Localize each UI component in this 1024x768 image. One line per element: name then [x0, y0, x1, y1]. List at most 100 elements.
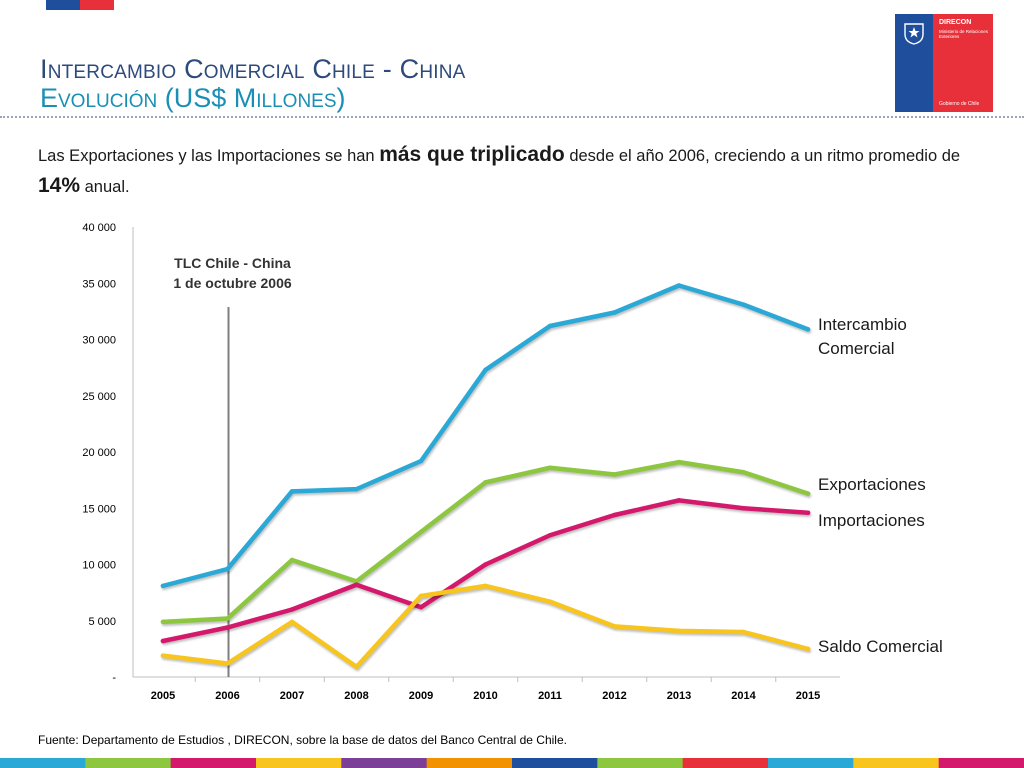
data-point-importaciones — [676, 498, 682, 503]
data-point-exportaciones — [741, 469, 746, 475]
data-point-exportaciones — [289, 557, 295, 563]
logo-government: Gobierno de Chile — [939, 101, 980, 107]
series-line-intercambio — [160, 283, 811, 589]
tlc-annotation-text: 1 de octubre 2006 — [173, 275, 291, 291]
data-point-saldo — [354, 664, 359, 670]
y-tick-label: 35 000 — [82, 278, 116, 290]
data-point-saldo — [418, 593, 424, 599]
y-tick-label: 25 000 — [82, 391, 116, 403]
data-point-exportaciones — [483, 480, 488, 485]
series-line-exportaciones — [160, 459, 811, 625]
page-title: Intercambio Comercial Chile - China — [40, 54, 466, 84]
x-tick-label: 2006 — [215, 690, 239, 702]
y-tick-label: 5 000 — [88, 616, 116, 628]
series-line-saldo — [160, 583, 811, 670]
intro-text: Las Exportaciones y las Importaciones se… — [38, 140, 978, 202]
data-point-intercambio — [805, 327, 811, 332]
title-block: Intercambio Comercial Chile - China Evol… — [40, 56, 466, 112]
x-tick-label: 2005 — [151, 690, 175, 702]
data-point-intercambio — [160, 583, 166, 589]
data-point-importaciones — [612, 512, 617, 518]
data-point-saldo — [547, 599, 553, 604]
y-tick-label: - — [112, 672, 116, 684]
series-line-importaciones — [160, 498, 811, 644]
data-point-saldo — [289, 619, 295, 625]
data-point-importaciones — [289, 607, 295, 612]
bottom-bar-segment — [85, 758, 172, 768]
coat-of-arms-icon — [904, 23, 924, 45]
series-label-importaciones: Importaciones — [818, 511, 925, 530]
series-label-intercambio: Comercial — [818, 339, 895, 358]
tlc-annotation-text: TLC Chile - China — [174, 255, 291, 271]
x-tick-label: 2007 — [280, 690, 304, 702]
data-point-exportaciones — [612, 472, 617, 477]
intro-part1: Las Exportaciones y las Importaciones se… — [38, 147, 380, 165]
bottom-bar-segment — [682, 758, 769, 768]
data-point-importaciones — [483, 562, 488, 567]
line-chart: - 5 000 10 000 15 000 20 000 25 000 30 000 35 0… — [82, 222, 943, 702]
bottom-bar-segment — [768, 758, 855, 768]
data-point-saldo — [160, 653, 166, 658]
bottom-bar-segment — [597, 758, 684, 768]
logo-name: DIRECON — [939, 19, 972, 26]
data-point-saldo — [225, 661, 230, 666]
data-point-saldo — [612, 624, 617, 629]
x-tick-label: 2015 — [796, 690, 820, 702]
data-point-intercambio — [483, 367, 488, 373]
data-point-exportaciones — [805, 491, 811, 496]
bottom-bar-segment — [512, 758, 599, 768]
series-label-exportaciones: Exportaciones — [818, 475, 926, 494]
data-point-exportaciones — [418, 529, 424, 535]
x-tick-label: 2014 — [731, 690, 756, 702]
data-point-intercambio — [289, 489, 295, 494]
x-tick-label: 2010 — [473, 690, 497, 702]
data-point-intercambio — [547, 323, 553, 329]
x-tick-label: 2013 — [667, 690, 691, 702]
y-tick-label: 40 000 — [82, 222, 116, 234]
data-point-importaciones — [418, 604, 424, 610]
series-label-intercambio: Intercambio — [818, 315, 907, 334]
series-label-saldo: Saldo Comercial — [818, 637, 943, 656]
data-point-exportaciones — [354, 579, 359, 584]
data-point-exportaciones — [225, 616, 230, 621]
data-point-intercambio — [612, 310, 617, 315]
data-point-intercambio — [225, 566, 230, 572]
data-point-importaciones — [160, 638, 166, 644]
flag-blue-block — [46, 0, 80, 10]
data-point-exportaciones — [676, 459, 682, 465]
intro-part3: anual. — [80, 178, 130, 196]
data-point-saldo — [805, 646, 811, 652]
data-point-intercambio — [676, 283, 682, 288]
data-point-importaciones — [805, 510, 811, 516]
intro-part2: desde el año 2006, creciendo a un ritmo … — [564, 147, 961, 165]
x-tick-label: 2011 — [538, 690, 562, 702]
bottom-bar-segment — [256, 758, 343, 768]
data-point-intercambio — [418, 458, 424, 464]
logo-ministry: Ministerio de Relaciones Exteriores — [939, 29, 989, 39]
intro-emphasis-percent: 14% — [38, 174, 81, 197]
bottom-bar-segment — [426, 758, 513, 768]
data-point-intercambio — [354, 486, 359, 492]
data-point-exportaciones — [547, 465, 553, 471]
logo-blue-band — [895, 14, 933, 112]
header-divider — [0, 116, 1024, 118]
bottom-bar-segment — [938, 758, 1024, 768]
x-tick-label: 2012 — [602, 690, 626, 702]
logo-red-band — [933, 14, 993, 112]
data-point-saldo — [483, 583, 488, 589]
bottom-bar-segment — [170, 758, 257, 768]
y-tick-label: 10 000 — [82, 560, 116, 572]
data-point-importaciones — [547, 532, 553, 538]
bottom-bar-segment — [853, 758, 940, 768]
intro-emphasis-triplicado: más que triplicado — [379, 143, 565, 166]
data-point-importaciones — [741, 505, 746, 511]
data-point-saldo — [741, 629, 746, 635]
y-tick-label: 20 000 — [82, 447, 116, 459]
data-point-importaciones — [225, 625, 230, 630]
source-note: Fuente: Departamento de Estudios , DIREC… — [38, 733, 567, 747]
data-point-intercambio — [741, 302, 746, 307]
bottom-bar-segment — [341, 758, 428, 768]
data-point-exportaciones — [160, 619, 166, 625]
bottom-bar-segment — [0, 758, 87, 768]
direcon-logo: DIRECON Ministerio de Relaciones Exterio… — [895, 14, 993, 112]
